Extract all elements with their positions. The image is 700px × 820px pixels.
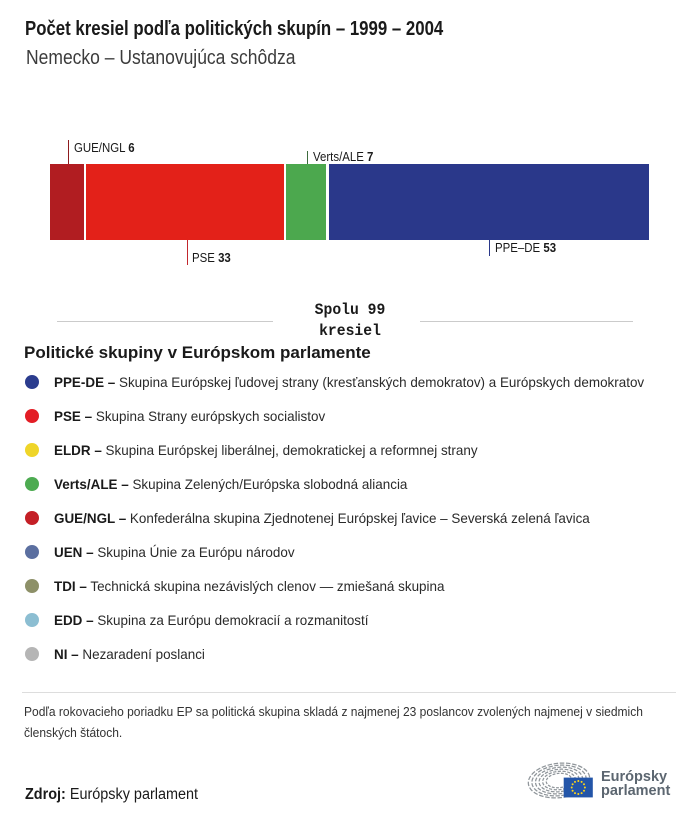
svg-text:parlament: parlament <box>601 783 670 799</box>
svg-text:Európsky: Európsky <box>601 769 667 785</box>
